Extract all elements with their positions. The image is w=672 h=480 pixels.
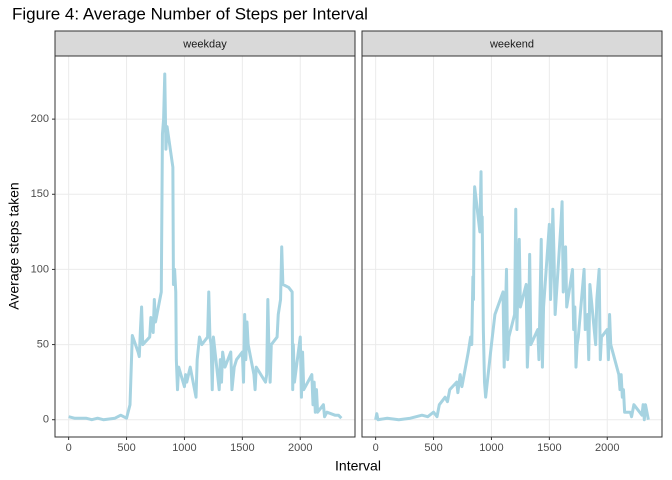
- panel-border: [361, 55, 663, 438]
- x-tick-label: 500: [424, 442, 442, 454]
- y-tick-label: 50: [37, 338, 49, 350]
- strip: [361, 30, 663, 57]
- x-tick-label: 1500: [230, 442, 254, 454]
- x-tick-label: 1500: [537, 442, 561, 454]
- x-axis-title: Interval: [335, 458, 381, 474]
- y-tick-label: 200: [31, 113, 49, 125]
- strip: [54, 30, 356, 57]
- x-tick-label: 0: [66, 442, 72, 454]
- x-tick-label: 1000: [172, 442, 196, 454]
- y-tick-label: 100: [31, 263, 49, 275]
- y-tick-label: 150: [31, 188, 49, 200]
- panel-border: [54, 55, 356, 438]
- x-tick-label: 0: [373, 442, 379, 454]
- y-tick-label: 0: [43, 414, 49, 426]
- strip-label: weekend: [489, 38, 534, 50]
- panel-background: [362, 56, 662, 437]
- chart-title: Figure 4: Average Number of Steps per In…: [12, 4, 368, 23]
- strip-label: weekday: [182, 38, 227, 50]
- x-tick-label: 2000: [595, 442, 619, 454]
- data-line: [374, 170, 650, 422]
- y-axis-title: Average steps taken: [6, 182, 22, 309]
- x-tick-label: 1000: [479, 442, 503, 454]
- x-tick-label: 500: [117, 442, 135, 454]
- x-tick-label: 2000: [288, 442, 312, 454]
- data-line: [68, 72, 343, 422]
